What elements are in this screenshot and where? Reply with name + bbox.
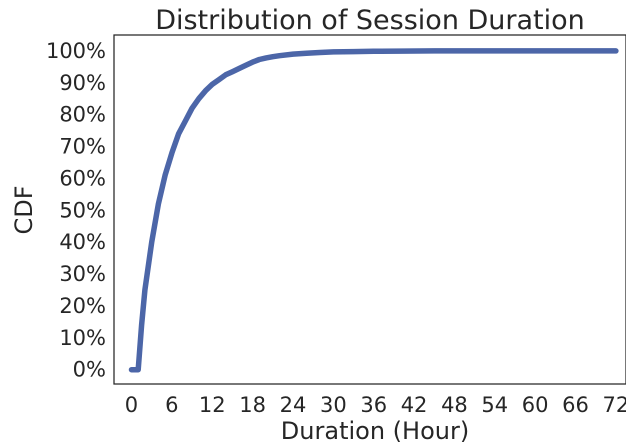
y-tick-label: 30% — [59, 262, 106, 286]
y-tick-label: 60% — [59, 166, 106, 190]
y-tick-label: 0% — [73, 358, 106, 382]
x-tick-label: 48 — [441, 393, 468, 417]
x-tick-label: 6 — [165, 393, 178, 417]
x-tick-label: 12 — [199, 393, 226, 417]
x-axis-label: Duration (Hour) — [281, 417, 469, 445]
x-tick-label: 42 — [401, 393, 428, 417]
y-tick-label: 100% — [46, 39, 106, 63]
x-tick-label: 36 — [360, 393, 387, 417]
x-tick-label: 66 — [562, 393, 589, 417]
plot-frame — [113, 34, 626, 385]
x-tick-label: 72 — [603, 393, 626, 417]
y-tick-label: 50% — [59, 198, 106, 222]
y-tick-label: 70% — [59, 135, 106, 159]
y-axis-label: CDF — [10, 185, 38, 234]
x-tick-label: 18 — [239, 393, 266, 417]
y-tick-label: 10% — [59, 326, 106, 350]
chart-title: Distribution of Session Duration — [155, 5, 585, 36]
y-tick-label: 40% — [59, 230, 106, 254]
y-tick-labels: 0% 10% 20% 30% 40% 50% 60% 70% 80% 90% 100% — [46, 39, 106, 382]
x-tick-label: 30 — [320, 393, 347, 417]
y-tick-label: 80% — [59, 103, 106, 127]
x-tick-label: 60 — [522, 393, 549, 417]
x-tick-label: 54 — [481, 393, 508, 417]
x-tick-label: 24 — [280, 393, 307, 417]
cdf-series-line — [128, 48, 619, 373]
x-tick-label: 0 — [125, 393, 138, 417]
y-tick-label: 90% — [59, 71, 106, 95]
x-tick-labels: 0 6 12 18 24 30 36 42 48 54 60 66 72 — [125, 393, 626, 417]
y-tick-label: 20% — [59, 294, 106, 318]
